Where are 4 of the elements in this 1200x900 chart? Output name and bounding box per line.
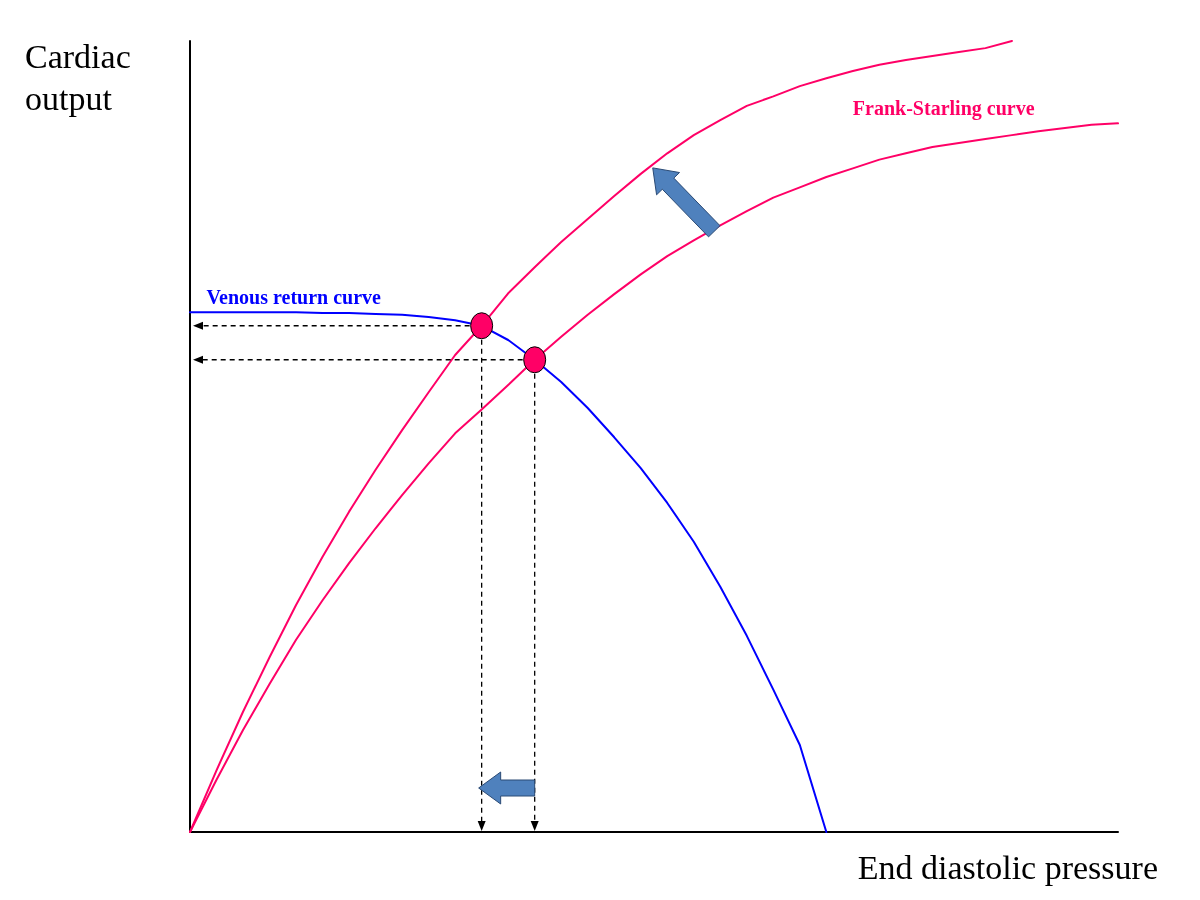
series-label: Frank-Starling curve <box>852 97 1035 121</box>
series-label: Venous return curve <box>206 286 382 309</box>
x-axis-title: End diastolic pressure <box>857 848 1158 886</box>
y-axis-title: Cardiac output <box>25 37 140 117</box>
